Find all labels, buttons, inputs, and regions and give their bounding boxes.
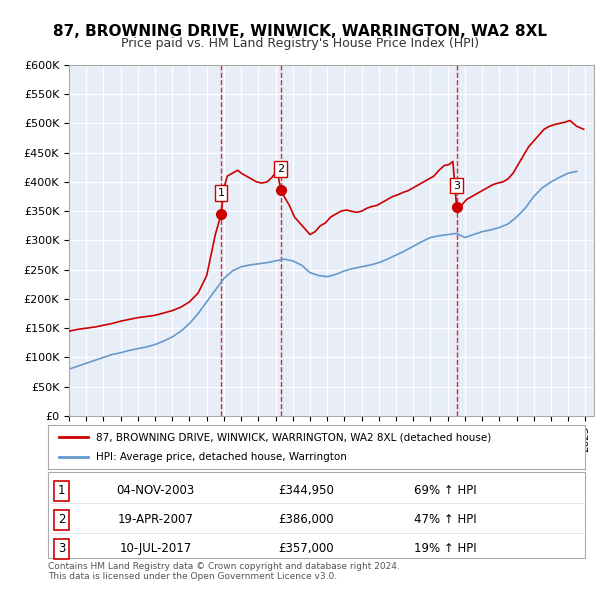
- Text: Price paid vs. HM Land Registry's House Price Index (HPI): Price paid vs. HM Land Registry's House …: [121, 37, 479, 50]
- Text: 3: 3: [58, 542, 65, 556]
- Text: HPI: Average price, detached house, Warrington: HPI: Average price, detached house, Warr…: [97, 452, 347, 461]
- Text: 47% ↑ HPI: 47% ↑ HPI: [414, 513, 476, 526]
- Text: 87, BROWNING DRIVE, WINWICK, WARRINGTON, WA2 8XL (detached house): 87, BROWNING DRIVE, WINWICK, WARRINGTON,…: [97, 432, 491, 442]
- Text: 19-APR-2007: 19-APR-2007: [118, 513, 193, 526]
- Text: Contains HM Land Registry data © Crown copyright and database right 2024.
This d: Contains HM Land Registry data © Crown c…: [48, 562, 400, 581]
- Text: 10-JUL-2017: 10-JUL-2017: [119, 542, 191, 556]
- Text: £357,000: £357,000: [278, 542, 334, 556]
- Text: 04-NOV-2003: 04-NOV-2003: [116, 484, 194, 497]
- Text: 1: 1: [58, 484, 65, 497]
- Text: 19% ↑ HPI: 19% ↑ HPI: [414, 542, 476, 556]
- Text: £386,000: £386,000: [278, 513, 334, 526]
- Text: £344,950: £344,950: [278, 484, 334, 497]
- Text: 69% ↑ HPI: 69% ↑ HPI: [414, 484, 476, 497]
- Text: 2: 2: [58, 513, 65, 526]
- Text: 1: 1: [218, 188, 224, 198]
- Text: 2: 2: [277, 164, 284, 173]
- Text: 87, BROWNING DRIVE, WINWICK, WARRINGTON, WA2 8XL: 87, BROWNING DRIVE, WINWICK, WARRINGTON,…: [53, 24, 547, 38]
- Text: 3: 3: [453, 181, 460, 191]
